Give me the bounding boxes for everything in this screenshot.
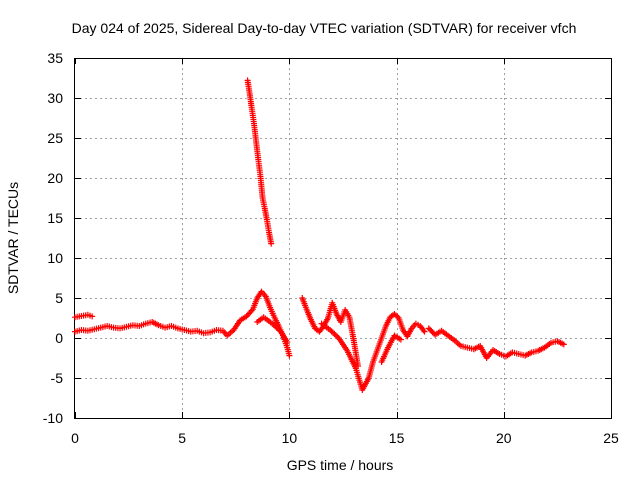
data-point <box>286 352 293 359</box>
tick-layer: 0 5 10 15 20 25 -10 -5 0 5 10 15 20 25 30 35 <box>43 50 619 446</box>
x-tick-label: 25 <box>603 430 619 446</box>
y-tick-label: 5 <box>55 290 63 306</box>
y-tick-label: 10 <box>47 250 63 266</box>
y-tick-label: 0 <box>55 330 63 346</box>
data-point <box>397 336 404 343</box>
data-point <box>284 339 291 345</box>
grid-layer <box>75 58 611 418</box>
y-tick-label: 35 <box>47 50 63 66</box>
data-point <box>268 240 275 247</box>
y-tick-label: 30 <box>47 90 63 106</box>
x-tick-label: 0 <box>71 430 79 446</box>
y-tick-label: 15 <box>47 210 63 226</box>
x-tick-label: 15 <box>389 430 405 446</box>
y-tick-label: 20 <box>47 170 63 186</box>
y-tick-label: 25 <box>47 130 63 146</box>
data-point <box>89 313 96 320</box>
data-points <box>72 77 567 393</box>
x-tick-label: 5 <box>178 430 186 446</box>
x-axis-label: GPS time / hours <box>287 457 394 473</box>
x-tick-label: 10 <box>282 430 298 446</box>
data-point <box>421 328 428 335</box>
x-tick-label: 20 <box>496 430 512 446</box>
chart-title: Day 024 of 2025, Sidereal Day-to-day VTE… <box>72 20 577 36</box>
y-tick-label: -10 <box>43 410 63 426</box>
data-point <box>560 341 567 348</box>
y-tick-label: -5 <box>51 370 64 386</box>
y-axis-label: SDTVAR / TECUs <box>5 182 21 294</box>
plot-frame <box>74 58 612 419</box>
